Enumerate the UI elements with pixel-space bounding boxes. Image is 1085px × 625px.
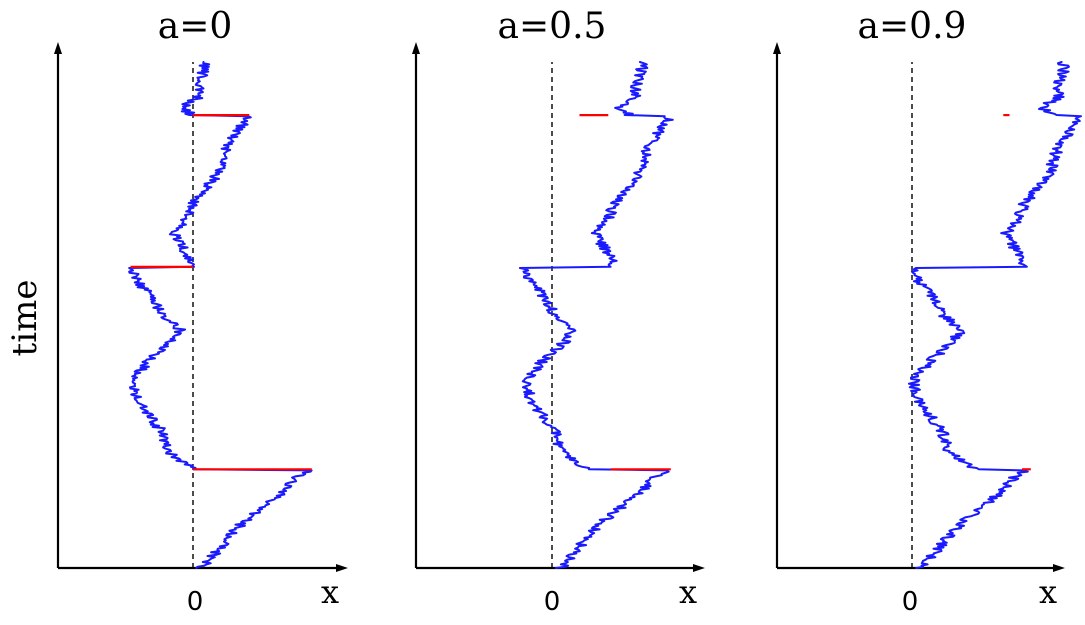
y-axis-label: time: [5, 280, 45, 357]
y-axis-arrowhead: [773, 42, 781, 54]
zero-tick-label: 0: [187, 587, 204, 617]
jump-markers: [1003, 113, 1031, 471]
trajectory: [518, 61, 674, 569]
x-axis-arrowhead: [336, 564, 348, 572]
panel-title: a=0.5: [498, 6, 607, 47]
panel-a05: a=0.5 0 x: [412, 6, 705, 617]
trajectory: [907, 61, 1082, 569]
panel-title: a=0: [158, 6, 233, 47]
x-axis-label: x: [1039, 573, 1057, 611]
panel-a0: a=0 0 x: [54, 6, 348, 617]
x-axis-label: x: [679, 573, 697, 611]
x-axis-arrowhead: [693, 564, 705, 572]
jump-markers: [579, 113, 671, 471]
jump-markers: [130, 113, 312, 471]
panel-title: a=0.9: [858, 6, 967, 47]
x-axis-label: x: [321, 573, 339, 611]
zero-tick-label: 0: [902, 587, 919, 617]
panel-a09: a=0.9 0 x: [773, 6, 1082, 617]
y-axis-arrowhead: [412, 42, 420, 54]
zero-tick-label: 0: [544, 587, 561, 617]
trajectory: [128, 61, 313, 569]
x-axis-arrowhead: [1053, 564, 1065, 572]
y-axis-arrowhead: [54, 42, 62, 54]
